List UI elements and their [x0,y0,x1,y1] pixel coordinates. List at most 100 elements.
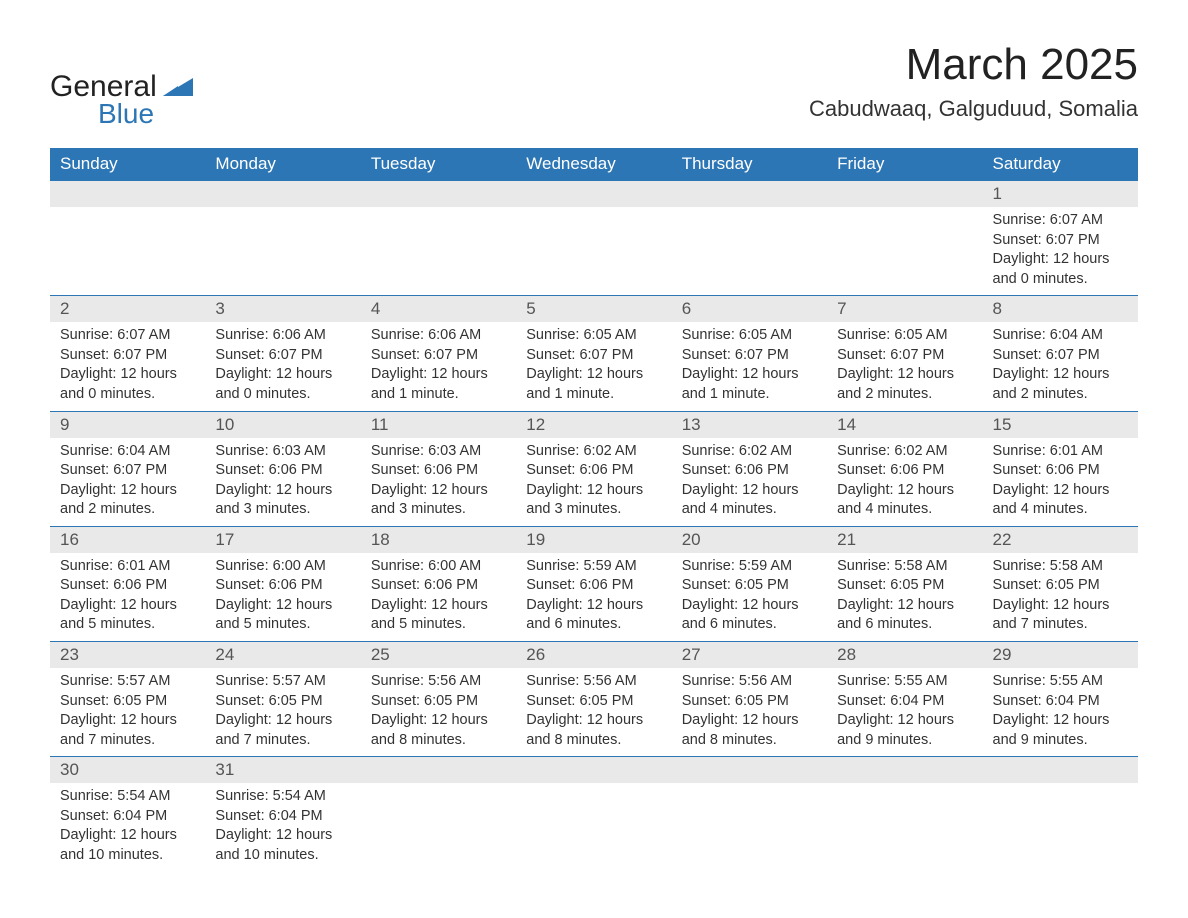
day-cell: 1Sunrise: 6:07 AMSunset: 6:07 PMDaylight… [983,181,1138,296]
day-cell: 14 Sunrise: 6:02 AMSunset: 6:06 PMDayligh… [827,411,982,526]
day-cell [50,181,205,296]
sunrise-text: Sunrise: 6:02 AM [837,442,972,462]
daylight1-text: Daylight: 12 hours [837,481,972,501]
day-number: 14 [827,412,982,438]
day-number: 28 [827,642,982,668]
daylight2-text: and 9 minutes. [993,731,1128,751]
day-detail [672,783,827,843]
week-row: 23Sunrise: 5:57 AMSunset: 6:05 PMDayligh… [50,642,1138,757]
sunset-text: Sunset: 6:06 PM [837,461,972,481]
daylight2-text: and 8 minutes. [371,731,506,751]
sunrise-text: Sunrise: 5:59 AM [682,557,817,577]
day-number [516,181,671,207]
week-row: 30Sunrise: 5:54 AMSunset: 6:04 PMDayligh… [50,757,1138,872]
day-cell [516,181,671,296]
day-cell: 3Sunrise: 6:06 AMSunset: 6:07 PMDaylight… [205,296,360,411]
sunrise-text: Sunrise: 5:57 AM [215,672,350,692]
daylight1-text: Daylight: 12 hours [371,365,506,385]
day-cell: 29Sunrise: 5:55 AMSunset: 6:04 PMDayligh… [983,642,1138,757]
day-detail: Sunrise: 6:03 AMSunset: 6:06 PMDaylight:… [205,438,360,526]
day-number: 11 [361,412,516,438]
day-number: 13 [672,412,827,438]
day-detail [50,207,205,267]
calendar-table: Sunday Monday Tuesday Wednesday Thursday… [50,148,1138,872]
daylight1-text: Daylight: 12 hours [215,481,350,501]
daylight2-text: and 8 minutes. [682,731,817,751]
sunrise-text: Sunrise: 6:00 AM [215,557,350,577]
sunrise-text: Sunrise: 6:01 AM [60,557,195,577]
daylight2-text: and 10 minutes. [60,846,195,866]
day-detail: Sunrise: 6:00 AMSunset: 6:06 PMDaylight:… [361,553,516,641]
day-detail [827,783,982,843]
day-cell [205,181,360,296]
sunrise-text: Sunrise: 5:55 AM [993,672,1128,692]
day-cell: 4Sunrise: 6:06 AMSunset: 6:07 PMDaylight… [361,296,516,411]
daylight2-text: and 6 minutes. [837,615,972,635]
day-cell: 6Sunrise: 6:05 AMSunset: 6:07 PMDaylight… [672,296,827,411]
month-title: March 2025 [809,40,1138,90]
sunrise-text: Sunrise: 6:01 AM [993,442,1128,462]
daylight1-text: Daylight: 12 hours [993,250,1128,270]
day-detail: Sunrise: 5:56 AMSunset: 6:05 PMDaylight:… [516,668,671,756]
day-cell: 8Sunrise: 6:04 AMSunset: 6:07 PMDaylight… [983,296,1138,411]
day-cell: 21Sunrise: 5:58 AMSunset: 6:05 PMDayligh… [827,526,982,641]
sunset-text: Sunset: 6:05 PM [837,576,972,596]
day-number: 27 [672,642,827,668]
day-detail: Sunrise: 5:59 AMSunset: 6:06 PMDaylight:… [516,553,671,641]
daylight2-text: and 6 minutes. [682,615,817,635]
daylight2-text: and 0 minutes. [215,385,350,405]
sunrise-text: Sunrise: 6:03 AM [215,442,350,462]
day-detail: Sunrise: 5:54 AMSunset: 6:04 PMDaylight:… [205,783,360,871]
daylight2-text: and 1 minute. [371,385,506,405]
sunrise-text: Sunrise: 6:06 AM [371,326,506,346]
daylight1-text: Daylight: 12 hours [215,365,350,385]
day-detail: Sunrise: 5:58 AMSunset: 6:05 PMDaylight:… [983,553,1138,641]
day-cell: 17Sunrise: 6:00 AMSunset: 6:06 PMDayligh… [205,526,360,641]
day-number: 22 [983,527,1138,553]
weekday-header: Monday [205,148,360,181]
daylight2-text: and 1 minute. [682,385,817,405]
day-number: 29 [983,642,1138,668]
day-cell: 22Sunrise: 5:58 AMSunset: 6:05 PMDayligh… [983,526,1138,641]
sunrise-text: Sunrise: 5:58 AM [837,557,972,577]
day-cell [361,757,516,872]
sunrise-text: Sunrise: 6:04 AM [60,442,195,462]
day-number: 15 [983,412,1138,438]
day-number: 10 [205,412,360,438]
day-number [361,757,516,783]
daylight2-text: and 7 minutes. [215,731,350,751]
day-detail: Sunrise: 6:01 AMSunset: 6:06 PMDaylight:… [50,553,205,641]
day-number: 7 [827,296,982,322]
sunset-text: Sunset: 6:06 PM [526,461,661,481]
day-cell: 28Sunrise: 5:55 AMSunset: 6:04 PMDayligh… [827,642,982,757]
sunset-text: Sunset: 6:06 PM [371,461,506,481]
day-detail [361,207,516,267]
daylight1-text: Daylight: 12 hours [526,481,661,501]
sunrise-text: Sunrise: 5:55 AM [837,672,972,692]
day-number: 6 [672,296,827,322]
daylight1-text: Daylight: 12 hours [993,711,1128,731]
day-cell: 18Sunrise: 6:00 AMSunset: 6:06 PMDayligh… [361,526,516,641]
daylight2-text: and 2 minutes. [993,385,1128,405]
daylight2-text: and 0 minutes. [993,270,1128,290]
day-cell [672,757,827,872]
logo: General Blue [50,70,193,130]
day-number: 21 [827,527,982,553]
day-number [672,757,827,783]
weekday-header: Tuesday [361,148,516,181]
day-detail: Sunrise: 6:05 AMSunset: 6:07 PMDaylight:… [827,322,982,410]
day-number: 26 [516,642,671,668]
day-cell: 2Sunrise: 6:07 AMSunset: 6:07 PMDaylight… [50,296,205,411]
sunset-text: Sunset: 6:07 PM [371,346,506,366]
daylight1-text: Daylight: 12 hours [682,481,817,501]
sunrise-text: Sunrise: 5:59 AM [526,557,661,577]
day-number: 8 [983,296,1138,322]
day-detail: Sunrise: 5:55 AMSunset: 6:04 PMDaylight:… [827,668,982,756]
daylight1-text: Daylight: 12 hours [682,596,817,616]
daylight1-text: Daylight: 12 hours [371,711,506,731]
day-detail: Sunrise: 6:02 AMSunset: 6:06 PMDaylight:… [516,438,671,526]
sunrise-text: Sunrise: 5:56 AM [371,672,506,692]
day-detail [205,207,360,267]
daylight1-text: Daylight: 12 hours [682,365,817,385]
day-detail [983,783,1138,843]
